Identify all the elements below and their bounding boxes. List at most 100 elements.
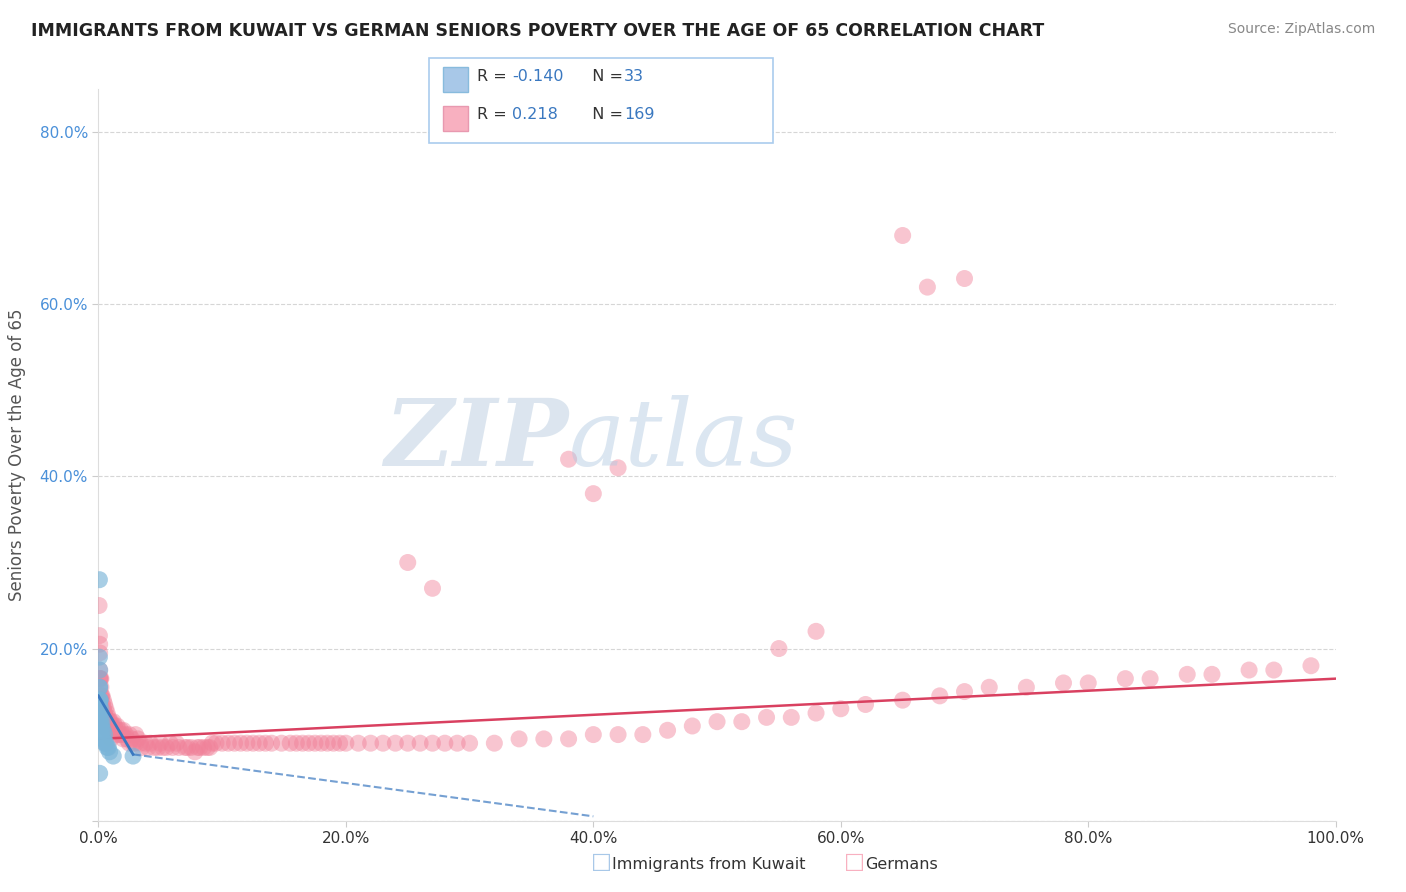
Point: [89, 706, 111, 720]
Point: [159, 736, 181, 750]
Point: [335, 736, 357, 750]
Point: [298, 736, 321, 750]
Point: [89, 672, 111, 686]
Point: [108, 728, 131, 742]
Point: [93, 719, 115, 733]
Point: [165, 736, 187, 750]
Point: [91, 698, 114, 712]
Point: [89, 672, 111, 686]
Point: [188, 740, 211, 755]
Point: [94, 719, 117, 733]
Point: [780, 710, 803, 724]
Point: [1175, 667, 1198, 681]
Point: [681, 719, 703, 733]
Point: [557, 452, 579, 467]
Point: [1052, 676, 1074, 690]
Text: ZIP: ZIP: [384, 395, 568, 485]
Point: [112, 731, 135, 746]
Point: [607, 728, 630, 742]
Point: [347, 736, 370, 750]
Point: [508, 731, 530, 746]
Text: -0.140: -0.140: [512, 69, 564, 84]
Point: [89, 650, 111, 665]
Point: [855, 698, 877, 712]
Point: [100, 714, 122, 729]
Point: [149, 736, 172, 750]
Point: [91, 723, 114, 738]
Point: [90, 702, 112, 716]
Point: [953, 684, 976, 698]
Point: [93, 693, 115, 707]
Point: [1201, 667, 1223, 681]
Point: [1263, 663, 1285, 677]
Point: [217, 736, 239, 750]
Point: [91, 706, 114, 720]
Point: [98, 745, 121, 759]
Point: [105, 728, 128, 742]
Point: [94, 702, 117, 716]
Point: [90, 680, 112, 694]
Point: [91, 689, 114, 703]
Point: [396, 736, 419, 750]
Point: [118, 728, 141, 742]
Point: [979, 680, 1001, 694]
Point: [329, 736, 352, 750]
Point: [1299, 658, 1322, 673]
Point: [891, 693, 914, 707]
Point: [891, 228, 914, 243]
Y-axis label: Seniors Poverty Over the Age of 65: Seniors Poverty Over the Age of 65: [7, 309, 25, 601]
Point: [247, 736, 270, 750]
Point: [94, 736, 117, 750]
Point: [90, 714, 112, 729]
Point: [804, 706, 827, 720]
Point: [174, 740, 197, 755]
Point: [93, 702, 115, 716]
Point: [146, 740, 169, 755]
Point: [93, 728, 115, 742]
Point: [91, 714, 114, 729]
Point: [89, 693, 111, 707]
Point: [768, 641, 790, 656]
Point: [422, 736, 444, 750]
Point: [93, 736, 115, 750]
Point: [129, 736, 152, 750]
Text: IMMIGRANTS FROM KUWAIT VS GERMAN SENIORS POVERTY OVER THE AGE OF 65 CORRELATION : IMMIGRANTS FROM KUWAIT VS GERMAN SENIORS…: [31, 22, 1045, 40]
Point: [205, 736, 228, 750]
Point: [89, 719, 111, 733]
Point: [122, 749, 145, 764]
Point: [211, 736, 233, 750]
Point: [124, 736, 146, 750]
Point: [89, 629, 111, 643]
Point: [97, 723, 120, 738]
Text: R =: R =: [477, 69, 512, 84]
Point: [103, 723, 125, 738]
Point: [384, 736, 406, 750]
Point: [96, 740, 118, 755]
Point: [631, 728, 654, 742]
Point: [90, 710, 112, 724]
Text: 0.218: 0.218: [512, 107, 558, 122]
Point: [87, 599, 110, 613]
Point: [162, 740, 184, 755]
Point: [98, 723, 121, 738]
Text: □: □: [844, 853, 865, 872]
Point: [533, 731, 555, 746]
Point: [242, 736, 264, 750]
Point: [582, 728, 605, 742]
Point: [396, 556, 419, 570]
Point: [582, 486, 605, 500]
Point: [96, 723, 118, 738]
Point: [89, 706, 111, 720]
Point: [94, 710, 117, 724]
Point: [360, 736, 382, 750]
Point: [107, 723, 129, 738]
Point: [89, 672, 111, 686]
Point: [136, 740, 159, 755]
Point: [316, 736, 339, 750]
Text: □: □: [591, 853, 612, 872]
Text: N =: N =: [582, 107, 628, 122]
Point: [134, 736, 156, 750]
Point: [167, 740, 190, 755]
Point: [103, 749, 125, 764]
Point: [89, 680, 111, 694]
